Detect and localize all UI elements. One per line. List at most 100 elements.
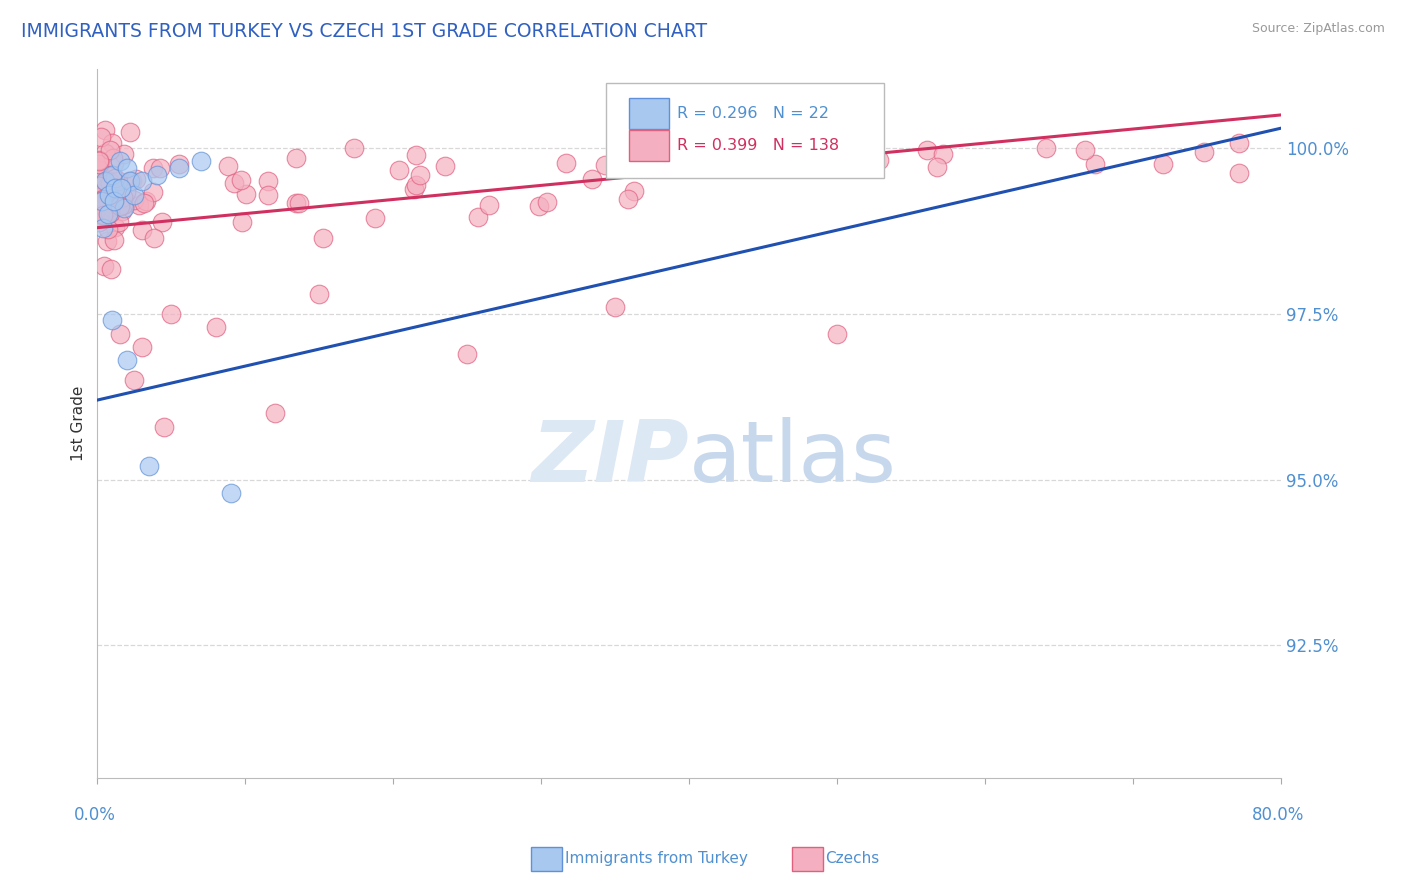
Point [1227, 166, 1250, 180]
Point [115, 353, 138, 368]
Point [285, 152, 308, 166]
Point [103, 219, 125, 234]
Point [98, 187, 121, 202]
Point [932, 147, 955, 161]
Point [91, 208, 114, 222]
Point [257, 174, 280, 188]
Point [264, 406, 287, 420]
Point [652, 154, 675, 169]
Point [89, 194, 111, 209]
Point [87, 171, 110, 186]
Text: Czechs: Czechs [825, 852, 880, 866]
Point [1035, 141, 1057, 155]
Point [138, 459, 160, 474]
Point [581, 171, 603, 186]
Point [97, 221, 120, 235]
Point [132, 195, 155, 210]
Point [94, 178, 117, 192]
Point [231, 215, 253, 229]
Point [312, 231, 335, 245]
Text: R = 0.296   N = 22: R = 0.296 N = 22 [678, 106, 830, 120]
Point [637, 156, 659, 170]
Point [97, 203, 120, 218]
Point [100, 200, 122, 214]
FancyBboxPatch shape [606, 83, 884, 178]
Point [167, 161, 190, 175]
Point [94, 174, 117, 188]
Point [364, 211, 387, 225]
Point [87, 186, 110, 200]
Point [167, 157, 190, 171]
Point [96, 234, 118, 248]
Text: Immigrants from Turkey: Immigrants from Turkey [565, 852, 748, 866]
Point [96, 191, 118, 205]
Point [87, 211, 110, 225]
Point [131, 223, 153, 237]
Point [782, 145, 804, 160]
Point [104, 170, 127, 185]
Point [153, 419, 176, 434]
Point [93, 260, 115, 274]
Point [405, 178, 427, 192]
Point [87, 153, 110, 167]
Point [103, 156, 125, 170]
Point [433, 160, 456, 174]
Point [145, 168, 167, 182]
Point [219, 486, 242, 500]
Point [108, 326, 131, 341]
Point [90, 194, 112, 208]
Point [87, 178, 110, 193]
Point [91, 183, 114, 197]
Text: R = 0.399   N = 138: R = 0.399 N = 138 [678, 137, 839, 153]
Point [555, 156, 578, 170]
Point [714, 155, 737, 169]
Y-axis label: 1st Grade: 1st Grade [72, 385, 86, 461]
Point [257, 188, 280, 202]
Point [149, 161, 172, 175]
Point [593, 158, 616, 172]
Point [94, 146, 117, 161]
Point [616, 192, 638, 206]
Point [142, 161, 165, 176]
Point [160, 307, 183, 321]
Point [91, 192, 114, 206]
Point [1084, 157, 1107, 171]
Point [605, 300, 627, 314]
FancyBboxPatch shape [628, 129, 669, 161]
Point [118, 174, 141, 188]
Point [467, 210, 489, 224]
Point [131, 340, 153, 354]
Point [285, 196, 308, 211]
Point [91, 220, 114, 235]
Point [478, 198, 501, 212]
Point [89, 215, 111, 229]
Point [862, 131, 884, 145]
Point [404, 182, 426, 196]
Point [90, 178, 112, 193]
Point [112, 147, 135, 161]
Point [124, 373, 146, 387]
Point [288, 195, 311, 210]
Point [342, 141, 364, 155]
Point [135, 194, 157, 208]
Point [111, 198, 134, 212]
Point [103, 184, 125, 198]
Point [229, 173, 252, 187]
Text: 0.0%: 0.0% [73, 806, 115, 824]
Point [112, 201, 135, 215]
Point [103, 194, 125, 208]
Point [925, 160, 948, 174]
Point [536, 195, 558, 210]
Point [124, 187, 146, 202]
Point [108, 215, 131, 229]
Point [125, 172, 148, 186]
Point [217, 159, 239, 173]
Point [118, 174, 141, 188]
Point [224, 176, 246, 190]
Point [527, 199, 550, 213]
Point [115, 185, 138, 199]
Point [108, 193, 131, 207]
Point [87, 157, 110, 171]
Point [111, 204, 134, 219]
Point [89, 190, 111, 204]
